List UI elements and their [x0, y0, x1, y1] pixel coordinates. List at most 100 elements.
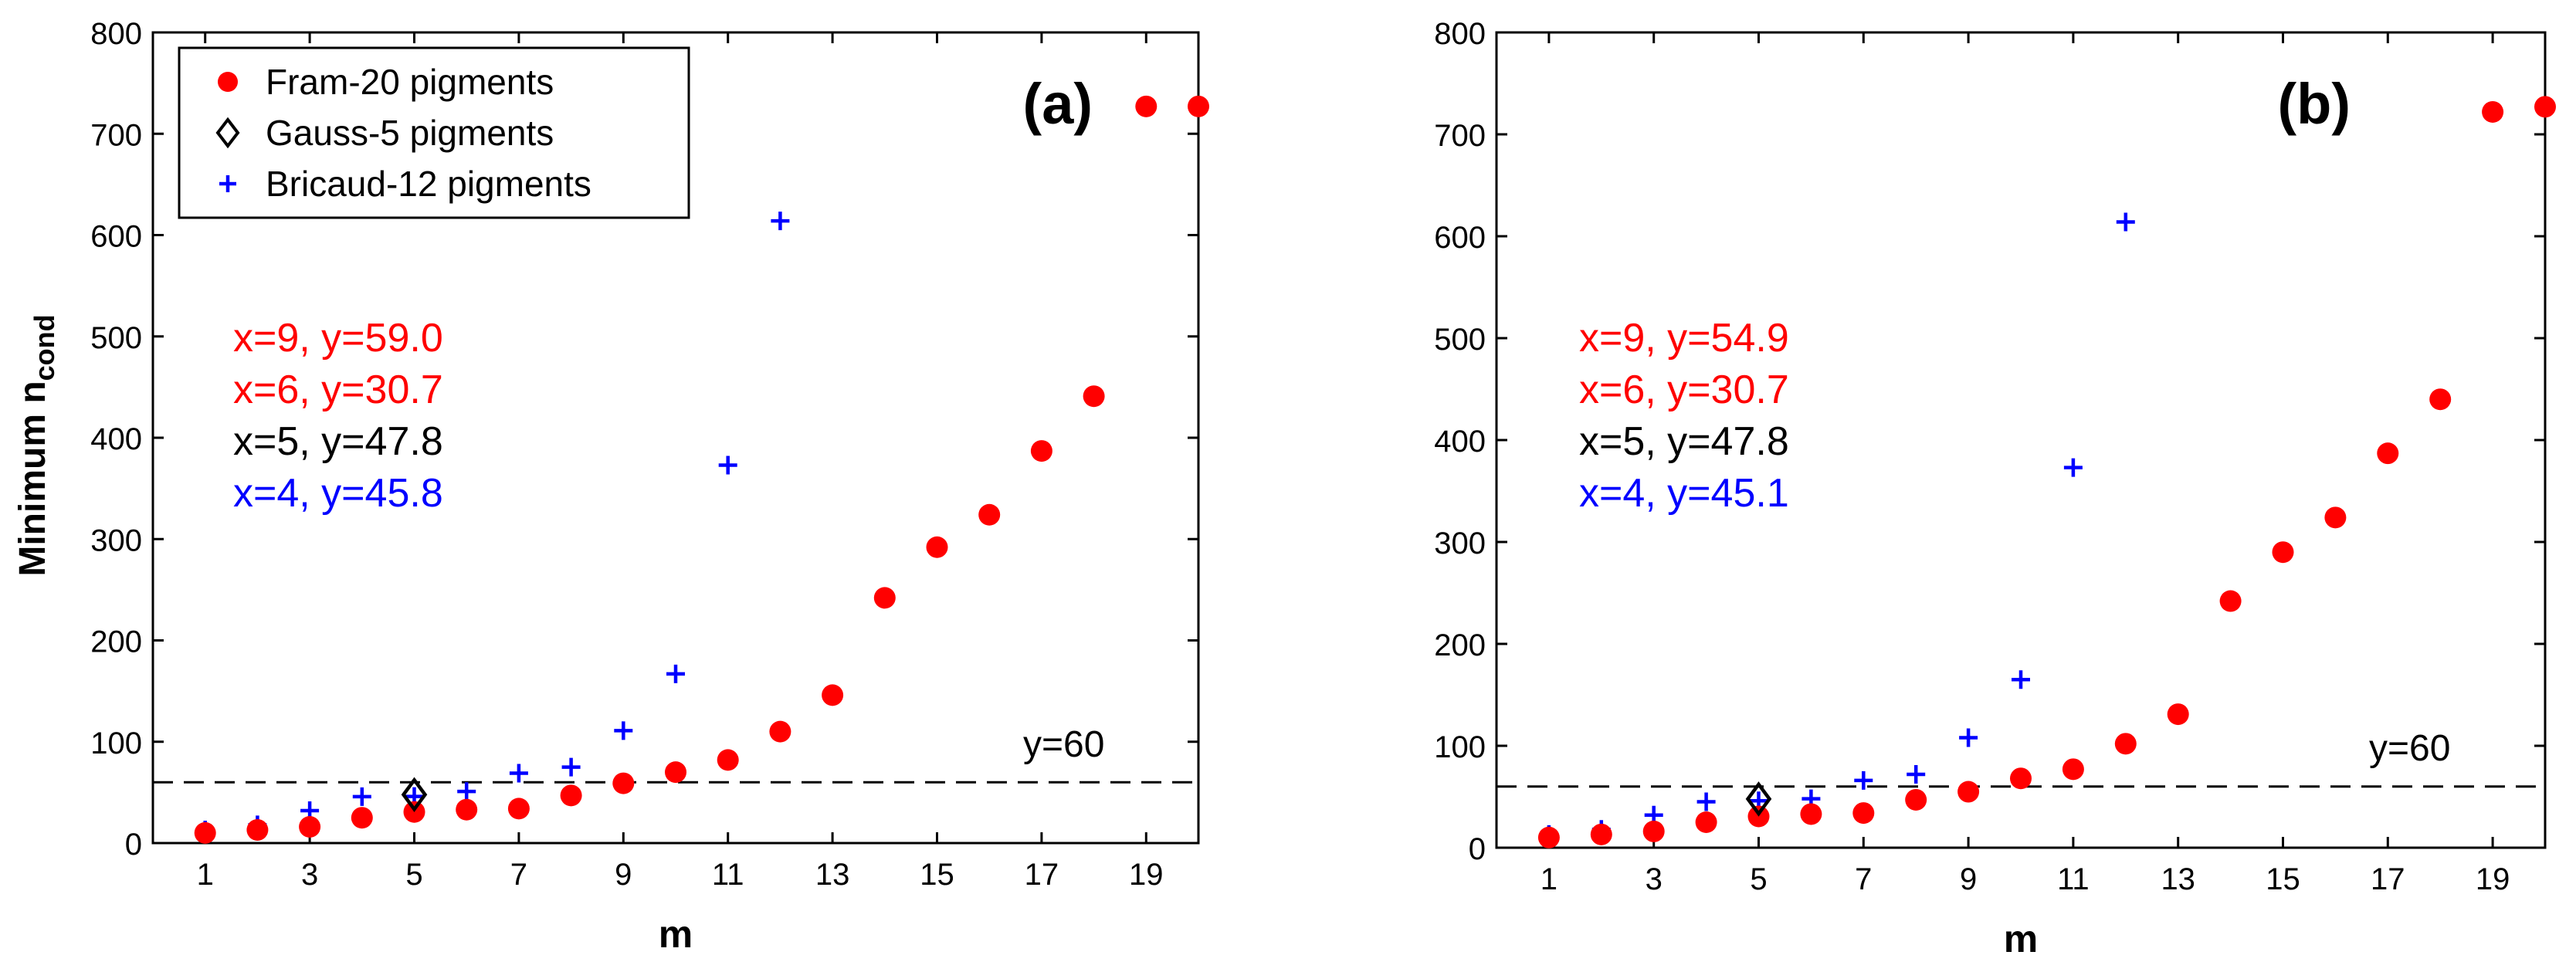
data-point-fram: [507, 798, 530, 820]
data-point-fram: [1083, 385, 1105, 408]
annotation-bricaud: x=4, y=45.1: [1579, 471, 1789, 516]
data-point-fram: [2010, 767, 2032, 790]
data-point-fram: [1537, 826, 1560, 848]
data-point-fram: [246, 818, 269, 841]
series-bricaud-12-pigments: [195, 212, 790, 839]
data-point-fram: [2219, 590, 2242, 612]
data-point-bricaud: [1907, 764, 1926, 784]
data-point-fram: [612, 772, 635, 794]
annotation-fram: x=6, y=30.7: [233, 367, 443, 412]
data-point-fram: [2377, 442, 2399, 465]
x-tick-label: 17: [2371, 862, 2405, 896]
data-point-bricaud: [771, 212, 790, 231]
threshold-label: y=60: [2369, 728, 2450, 769]
x-axis-label: m: [2004, 917, 2038, 960]
x-tick-label: 19: [2476, 862, 2510, 896]
data-point-bricaud: [352, 787, 371, 806]
y-tick-label: 500: [90, 321, 142, 355]
x-tick-label: 7: [510, 858, 527, 892]
x-tick-label: 9: [615, 858, 632, 892]
data-point-fram: [2534, 96, 2556, 118]
data-point-fram: [299, 816, 321, 838]
x-tick-label: 11: [712, 858, 744, 892]
data-point-bricaud: [1696, 792, 1716, 811]
x-tick-label: 19: [1129, 858, 1164, 892]
data-point-fram: [665, 761, 686, 784]
data-point-bricaud: [1959, 728, 1978, 747]
y-tick-label: 700: [90, 118, 142, 152]
y-tick-label: 100: [1434, 730, 1486, 764]
data-point-gauss: [1745, 781, 1772, 817]
y-axis-label: Minimum ncond: [12, 314, 60, 576]
data-point-bricaud: [666, 664, 685, 683]
y-tick-label: 200: [1434, 628, 1486, 662]
y-tick-label: 400: [90, 422, 142, 456]
x-tick-label: 5: [405, 858, 422, 892]
x-tick-label: 15: [2266, 862, 2300, 896]
series-fram-20-pigments: [194, 95, 1209, 844]
panel-label: (a): [1023, 72, 1093, 136]
legend-label: Gauss-5 pigments: [266, 113, 554, 153]
x-tick-label: 11: [2057, 862, 2090, 896]
x-tick-label: 9: [1960, 862, 1977, 896]
annotation-bricaud: x=4, y=45.8: [233, 471, 443, 516]
annotation-fram: x=6, y=30.7: [1579, 367, 1789, 412]
x-tick-label: 3: [1646, 862, 1663, 896]
series-bricaud-12-pigments: [1539, 212, 2135, 844]
data-point-bricaud: [2012, 670, 2030, 689]
x-tick-label: 1: [1541, 862, 1557, 896]
y-tick-label: 500: [1434, 323, 1486, 357]
y-tick-label: 400: [1434, 425, 1486, 459]
annotation-fram: x=9, y=59.0: [233, 316, 443, 361]
x-tick-label: 7: [1855, 862, 1872, 896]
data-point-bricaud: [561, 757, 581, 777]
x-tick-label: 13: [2161, 862, 2195, 896]
data-point-fram: [194, 821, 216, 844]
y-tick-label: 600: [90, 220, 142, 254]
legend-marker-circle: [218, 72, 238, 92]
series-gauss-5-pigments: [1745, 781, 1772, 817]
data-point-fram: [2167, 703, 2189, 726]
data-point-fram: [1695, 811, 1717, 833]
data-point-fram: [2114, 733, 2137, 755]
legend-label: Bricaud-12 pigments: [266, 164, 591, 204]
y-tick-label: 600: [1434, 221, 1486, 255]
data-point-fram: [873, 587, 896, 609]
y-tick-label: 300: [90, 523, 142, 557]
data-point-fram: [560, 784, 582, 807]
x-tick-label: 5: [1750, 862, 1767, 896]
data-point-fram: [2429, 388, 2452, 411]
data-point-bricaud: [718, 456, 737, 475]
data-point-fram: [1957, 781, 1980, 803]
data-point-fram: [1800, 803, 1822, 825]
legend-box: [178, 46, 690, 219]
annotation-gauss: x=5, y=47.8: [233, 419, 443, 464]
data-point-fram: [1642, 820, 1665, 842]
data-point-fram: [351, 807, 373, 829]
data-point-bricaud: [509, 764, 528, 783]
data-point-fram: [1590, 823, 1612, 845]
data-point-fram: [717, 749, 739, 771]
x-tick-label: 3: [301, 858, 318, 892]
data-point-fram: [2482, 100, 2504, 123]
data-point-gauss: [401, 777, 428, 813]
x-axis-label: m: [659, 913, 693, 956]
data-point-fram: [456, 798, 478, 821]
x-tick-label: 17: [1025, 858, 1059, 892]
data-point-bricaud: [1854, 770, 1873, 790]
data-point-fram: [769, 720, 791, 743]
y-tick-label: 300: [1434, 527, 1486, 561]
y-tick-label: 800: [90, 17, 142, 51]
y-tick-label: 200: [90, 625, 142, 659]
y-tick-label: 0: [1469, 832, 1486, 866]
data-point-fram: [978, 503, 1001, 526]
threshold-label: y=60: [1023, 724, 1104, 765]
y-tick-label: 700: [1434, 119, 1486, 153]
x-tick-label: 1: [197, 858, 214, 892]
data-point-fram: [1030, 440, 1052, 462]
series-fram-20-pigments: [1537, 96, 2556, 848]
x-tick-label: 15: [920, 858, 954, 892]
data-point-fram: [822, 684, 844, 706]
